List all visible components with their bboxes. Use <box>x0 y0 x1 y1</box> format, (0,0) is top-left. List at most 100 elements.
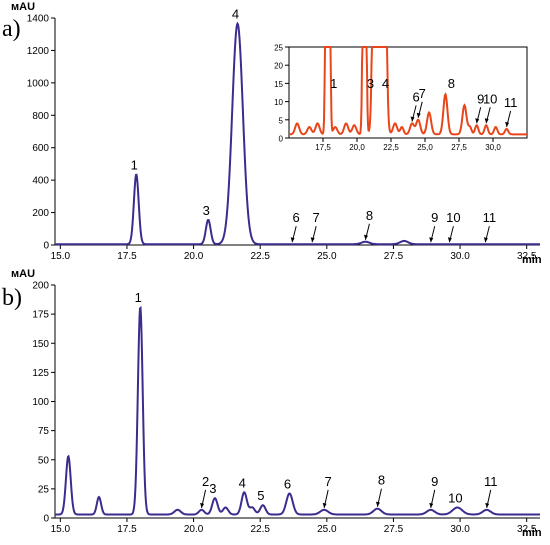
inset-trace-line <box>289 46 527 136</box>
panel-b-peak-label: 6 <box>284 477 291 492</box>
panel-a-y-tick-label: 0 <box>43 241 49 252</box>
inset-frame <box>288 46 528 139</box>
panel-a-x-tick-label: 22.5 <box>250 251 270 262</box>
panel-b-y-tick-label: 175 <box>32 310 49 321</box>
panel-b-x-tick-label: 25.0 <box>317 524 337 535</box>
panel-a-y-tick-label: 400 <box>32 176 49 187</box>
inset-peak-label: 1 <box>330 76 337 91</box>
inset-y-tick-label: 5 <box>279 116 284 125</box>
panel-b-x-axis-label: min <box>522 527 542 539</box>
panel-b-peak-label: 11 <box>484 474 498 489</box>
panel-a-x-tick-label: 27.5 <box>384 251 404 262</box>
panel-b-peak-label: 1 <box>135 290 142 305</box>
panel-a-x-tick-label: 15.0 <box>51 251 71 262</box>
panel-a-peak-label: 11 <box>483 210 497 225</box>
inset-y-tick-label: 15 <box>274 80 283 89</box>
panel-b-trace-line <box>55 305 540 516</box>
panel-a-trace-line <box>55 21 540 246</box>
panel-b-y-tick-label: 125 <box>32 368 49 379</box>
inset-x-tick-label: 22,5 <box>383 143 399 152</box>
panel-a-peak-label: 1 <box>131 157 138 172</box>
panel-a-y-tick-label: 600 <box>32 143 49 154</box>
panel-b-y-tick-label: 100 <box>32 397 49 408</box>
panel-a-y-tick-label: 1200 <box>27 46 50 57</box>
inset-peak-label: 7 <box>419 86 426 101</box>
panel-a-x-tick-label: 30.0 <box>450 251 470 262</box>
panel-a-x-tick-label: 25.0 <box>317 251 337 262</box>
inset-peak-arrowhead <box>416 112 421 118</box>
panel-a-peak-arrowhead <box>429 237 434 243</box>
inset-y-tick-label: 20 <box>274 62 283 71</box>
panel-b-peak-label: 4 <box>239 475 246 490</box>
inset-x-tick-label: 20,0 <box>349 143 365 152</box>
inset-peak-label: 11 <box>504 95 518 110</box>
panel-b-y-tick-label: 75 <box>38 426 50 437</box>
panel-b-peak-label: 9 <box>431 474 438 489</box>
inset-x-tick-label: 30,0 <box>485 143 501 152</box>
panel-a-peak-arrowhead <box>290 237 295 243</box>
panel-a-peak-label: 8 <box>366 208 373 223</box>
panel-b-x-tick-label: 32.5 <box>517 524 537 535</box>
inset-peak-label: 8 <box>448 76 455 91</box>
panel-a-x-axis-label: min <box>522 254 542 266</box>
inset-x-tick-label: 27,5 <box>451 143 467 152</box>
panel-a-peak-arrowhead <box>310 237 315 243</box>
inset-peak-label: 6 <box>412 89 419 104</box>
panel-b-x-tick-label: 17.5 <box>117 524 137 535</box>
inset-peak-label: 9 <box>477 91 484 106</box>
panel-b-letter: b) <box>2 285 22 311</box>
inset-peak-arrowhead <box>475 118 480 124</box>
panel-b-peak-label: 3 <box>209 481 216 496</box>
panel-b-y-tick-label: 0 <box>43 514 49 525</box>
panel-b-y-tick-label: 200 <box>32 281 49 292</box>
inset-peak-arrowhead <box>484 118 489 124</box>
inset-y-tick-label: 10 <box>274 98 283 107</box>
panel-a-y-tick-label: 1400 <box>27 14 50 25</box>
inset-y-tick-label: 0 <box>279 135 284 144</box>
panel-a-peak-label: 7 <box>313 210 320 225</box>
panel-a-peak-arrowhead <box>363 234 368 240</box>
inset-peak-arrowhead <box>505 121 510 127</box>
inset-x-tick-label: 25,0 <box>417 143 433 152</box>
panel-a-y-tick-label: 1000 <box>27 78 50 89</box>
panel-b-peak-label: 5 <box>257 488 264 503</box>
panel-b-y-tick-label: 50 <box>38 455 50 466</box>
panel-a-x-tick-label: 20.0 <box>184 251 204 262</box>
inset-peak-label: 3 <box>367 76 374 91</box>
inset-peak-label: 4 <box>382 76 389 91</box>
panel-b-peak-arrowhead <box>322 502 327 508</box>
panel-a-y-tick-label: 200 <box>32 208 49 219</box>
panel-a-peak-label: 3 <box>203 203 210 218</box>
inset-peak-arrowhead <box>410 116 415 122</box>
panel-b-x-tick-label: 20.0 <box>184 524 204 535</box>
panel-a-peak-arrowhead <box>447 237 452 243</box>
panel-b-peak-arrowhead <box>200 502 205 508</box>
panel-a-peak-label: 6 <box>293 210 300 225</box>
panel-b-peak-arrowhead <box>429 502 434 508</box>
panel-b-x-tick-label: 27.5 <box>384 524 404 535</box>
panel-a-y-axis-label: мAU <box>11 1 35 13</box>
panel-b-peak-arrowhead <box>375 501 380 507</box>
panel-a-x-tick-label: 32.5 <box>517 251 537 262</box>
panel-b-x-tick-label: 30.0 <box>450 524 470 535</box>
panel-b-x-tick-label: 22.5 <box>250 524 270 535</box>
panel-a-y-tick-label: 800 <box>32 111 49 122</box>
panel-b-x-tick-label: 15.0 <box>51 524 71 535</box>
panel-a-peak-arrowhead <box>483 237 488 243</box>
panel-b-peak-label: 8 <box>378 473 385 488</box>
panel-b-y-tick-label: 25 <box>38 484 50 495</box>
panel-a-inset-chart: 0 5 10 15 20 25 17,5 20,0 22,5 25,0 27,5 30,0 1 3 4 67 8… <box>274 44 528 152</box>
panel-a-peak-label: 9 <box>431 210 438 225</box>
panel-a-peak-label: 4 <box>232 7 239 22</box>
panel-b-y-tick-label: 150 <box>32 339 49 350</box>
panel-a-x-tick-label: 17.5 <box>117 251 137 262</box>
panel-b-peak-label: 2 <box>202 474 209 489</box>
panel-a-peak-label: 10 <box>446 210 460 225</box>
panel-b-peak-label: 10 <box>448 491 462 506</box>
inset-y-tick-label: 25 <box>274 44 283 53</box>
inset-x-tick-label: 17,5 <box>315 143 331 152</box>
panel-b-y-axis-label: мAU <box>11 268 35 280</box>
